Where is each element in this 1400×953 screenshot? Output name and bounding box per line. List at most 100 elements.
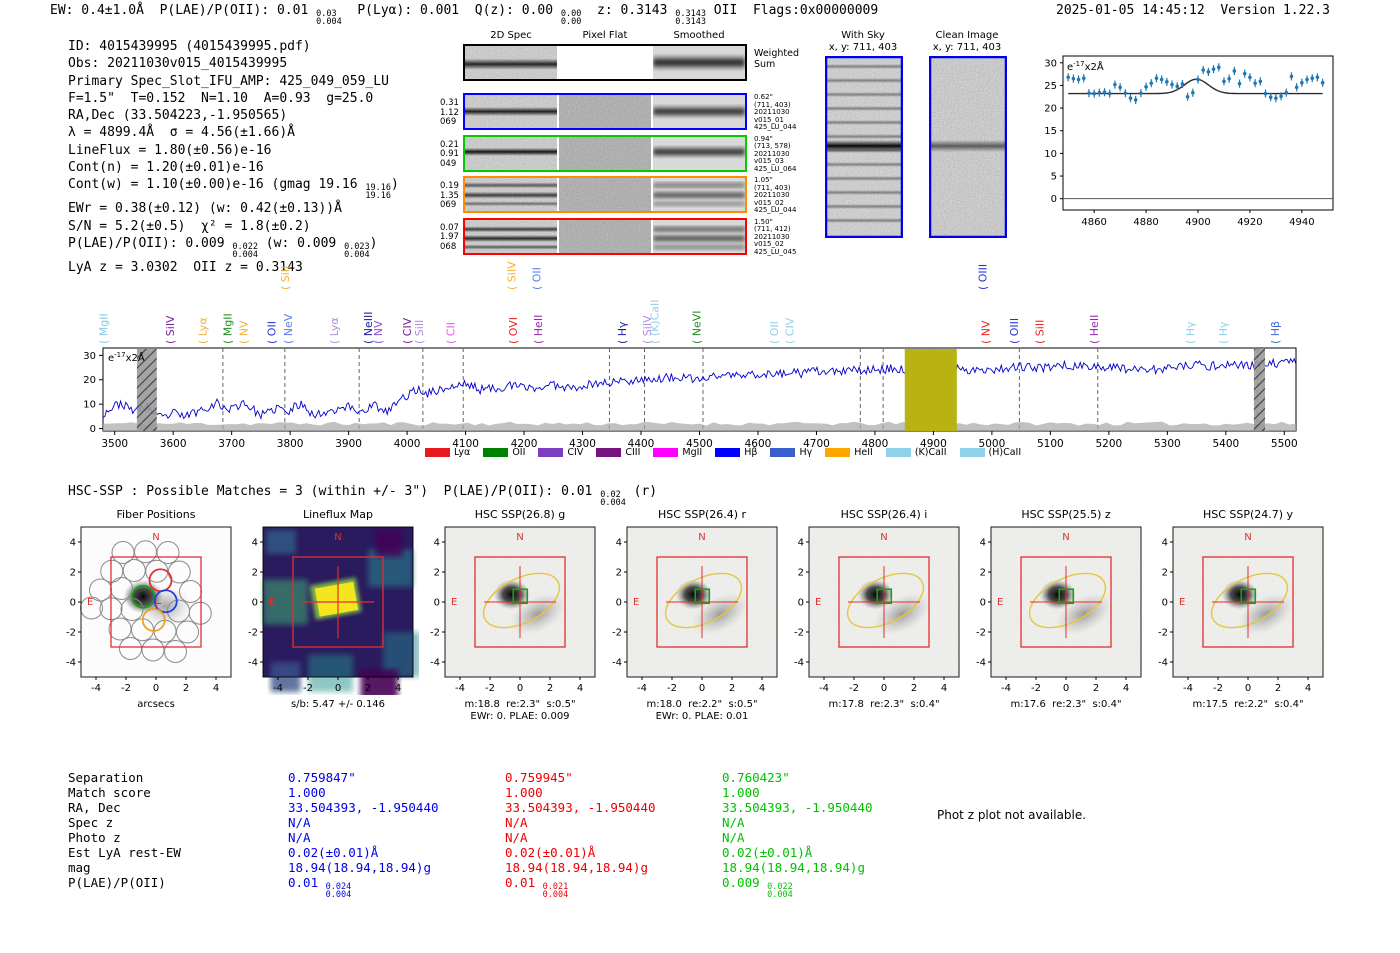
legend-item: HeII (825, 447, 873, 458)
with-sky-image (825, 56, 903, 238)
svg-text:5000: 5000 (979, 438, 1006, 450)
hsc-match-summary: HSC-SSP : Possible Matches = 3 (within +… (68, 484, 657, 507)
cutout-caption: arcsecs (137, 699, 175, 710)
hsc-text: HSC-SSP : Possible Matches = 3 (within +… (68, 484, 601, 499)
svg-text:e-17x2Å: e-17x2Å (1067, 60, 1104, 73)
spectral-line-label: ( Hγ (616, 321, 629, 344)
spectral-line-label: ( OII (768, 321, 781, 344)
compass-north-label: N (698, 532, 705, 543)
svg-text:0: 0 (153, 683, 159, 694)
spec2d-row-left-label: 0.07 1.97 068 (440, 222, 459, 252)
clean-image (929, 56, 1007, 238)
svg-text:-4: -4 (1158, 658, 1168, 669)
match-value: 1.000 (722, 785, 760, 800)
svg-text:-2: -2 (612, 628, 622, 639)
fiber-circle (100, 559, 124, 583)
match-value-fraction: 0.021 0.004 (542, 881, 569, 900)
svg-text:4: 4 (1305, 683, 1311, 694)
header-fraction: 0.3143 0.3143 (675, 8, 706, 27)
info-fraction: 0.022 0.004 (232, 241, 258, 260)
svg-text:2: 2 (798, 568, 804, 579)
compass-north-label: N (516, 532, 523, 543)
match-row-label: P(LAE)/P(OII) (68, 875, 166, 890)
timestamp-version: 2025-01-05 14:45:12 Version 1.22.3 (1056, 3, 1330, 18)
svg-text:4940: 4940 (1289, 217, 1314, 228)
svg-text:4300: 4300 (569, 438, 596, 450)
svg-text:10: 10 (83, 400, 96, 411)
legend-item: CIII (596, 447, 640, 458)
legend-label: (H)CaII (988, 447, 1022, 458)
spectral-line-label: ( MgII (222, 313, 235, 344)
info-fraction: 19.16 19.16 (365, 183, 392, 202)
svg-text:2: 2 (547, 683, 553, 694)
extraction-box (292, 556, 384, 648)
cutout-image: N E -4 -4 -2 -2 0 0 2 2 4 4 (248, 526, 421, 700)
svg-text:0: 0 (1051, 194, 1057, 205)
spectral-line-label: ( SiIV (505, 261, 518, 290)
svg-text:-2: -2 (1158, 628, 1168, 639)
match-value: 0.760423" (722, 770, 790, 785)
spectral-line-label: ( SiII (413, 320, 426, 344)
extraction-box (656, 556, 748, 648)
fiber-circle (164, 640, 187, 663)
svg-text:4900: 4900 (920, 438, 947, 450)
cutout-caption: m:17.6 re:2.3" s:0.4" (1010, 699, 1122, 710)
match-table: Separation 0.759847" 0.759945" 0.760423" Mat… (68, 770, 952, 899)
spectral-line-label: ( Hγ (1217, 321, 1230, 344)
svg-text:e-17x2Å: e-17x2Å (108, 351, 145, 364)
fiber-circle (176, 620, 199, 644)
aperture-ellipse (664, 572, 743, 629)
spectral-line-label: ( SiIV (164, 315, 177, 344)
legend-item: Hγ (770, 447, 812, 458)
spec2d-row (463, 176, 747, 213)
legend-item: Hβ (715, 447, 757, 458)
svg-text:-2: -2 (485, 683, 495, 694)
compass-north-label: N (152, 532, 159, 543)
svg-text:5500: 5500 (1271, 438, 1298, 450)
header-text: EW: 0.4±1.0Å P(LAE)/P(OII): 0.01 (50, 3, 317, 18)
cutout-title: HSC SSP(24.7) y (1202, 508, 1294, 521)
spectral-line-label: ( MgII (98, 313, 111, 344)
info-line: Cont(n) = 1.20(±0.01)e-16 (68, 159, 399, 176)
match-value: 0.01 0.021 0.004 (505, 875, 569, 900)
cutout-panel-hsc-4: HSC SSP(26.4) i N E -4 -4 -2 -2 0 0 2 2 4 4 m:17.8 re… (783, 508, 965, 723)
svg-text:-2: -2 (303, 683, 313, 694)
cutout-caption: EWr: 0. PLAE: 0.009 (470, 711, 570, 722)
spec2d-cell-spec (465, 178, 557, 211)
center-marker (1058, 588, 1075, 605)
svg-text:-2: -2 (1031, 683, 1041, 694)
legend-label: Lyα (454, 447, 471, 458)
svg-text:-2: -2 (121, 683, 131, 694)
match-value: 0.02(±0.01)Å (722, 845, 813, 860)
spectral-line-label: ( SiII (279, 266, 292, 290)
legend-swatch (653, 448, 679, 457)
info-text: ID: 4015439995 (4015439995.pdf) (68, 39, 311, 54)
match-value: 0.759945" (505, 770, 573, 785)
spectral-line-label: ( OIII (977, 264, 990, 290)
svg-text:-4: -4 (1001, 683, 1011, 694)
fiber-circle (111, 541, 135, 564)
weighted-sum-label: Weighted Sum (754, 48, 799, 70)
cutout-image: N E -4 -4 -2 -2 0 0 2 2 4 4 (612, 526, 778, 694)
spectral-line-label: ( CIV (401, 317, 414, 344)
cutout-caption: m:18.0 re:2.2" s:0.5" (646, 699, 758, 710)
spectral-line-label: ( NV (372, 320, 385, 344)
svg-text:5: 5 (1051, 172, 1057, 183)
compass-east-label: E (269, 597, 275, 608)
svg-text:4: 4 (616, 538, 622, 549)
info-text: Cont(n) = 1.20(±0.01)e-16 (68, 160, 264, 176)
info-line: Obs: 20211030v015_4015439995 (68, 55, 399, 72)
fiber-circle (119, 637, 142, 660)
legend-label: OII (512, 447, 526, 458)
svg-text:0: 0 (90, 424, 96, 435)
fiber-circle (122, 559, 146, 582)
svg-text:4000: 4000 (394, 438, 421, 450)
match-value: N/A (505, 815, 528, 830)
svg-text:5400: 5400 (1212, 438, 1239, 450)
cutout-panel-hsc-6: HSC SSP(24.7) y N E -4 -4 -2 -2 0 0 2 2 4 4 m:17.5 re… (1147, 508, 1329, 723)
info-line: Primary Spec_Slot_IFU_AMP: 425_049_059_L… (68, 73, 399, 90)
legend-item: MgII (653, 447, 702, 458)
cutout-panel-fiber-0: Fiber Positions N E -4 -4 -2 -2 0 0 2 2 4 4 arcsecs (55, 508, 237, 723)
info-line: LyA z = 3.0302 OII z = 0.3143 (68, 259, 399, 276)
spectral-line-label: ( CIV (784, 317, 797, 344)
